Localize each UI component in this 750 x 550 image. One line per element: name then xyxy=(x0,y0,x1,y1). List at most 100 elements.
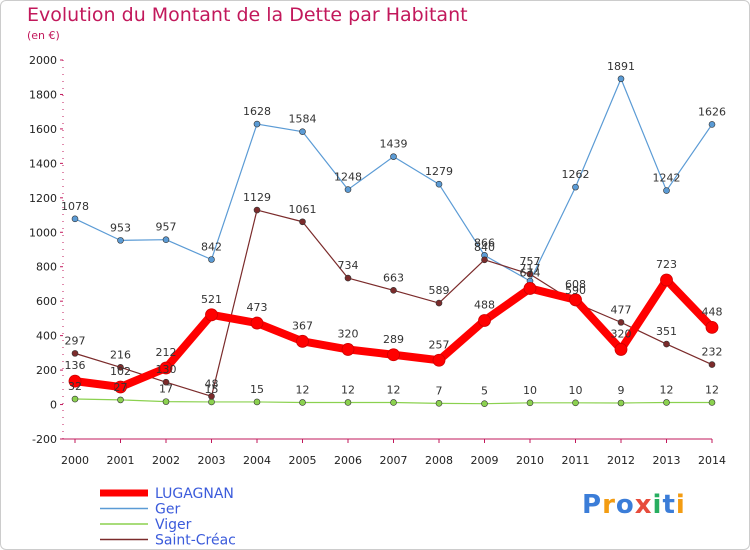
data-point xyxy=(208,392,215,400)
data-point xyxy=(208,398,215,406)
data-label: 589 xyxy=(429,284,450,297)
data-label: 1242 xyxy=(653,172,681,185)
y-tick-label: 1000 xyxy=(29,226,57,239)
data-label: 1628 xyxy=(243,105,271,118)
data-label: 473 xyxy=(247,301,268,314)
data-point xyxy=(526,270,534,278)
data-label: 723 xyxy=(656,258,677,271)
data-label: 10 xyxy=(569,384,583,397)
legend-label: Viger xyxy=(155,517,192,533)
y-tick-label: 2000 xyxy=(29,54,57,67)
chart-title: Evolution du Montant de la Dette par Hab… xyxy=(27,4,468,26)
data-point xyxy=(253,120,261,128)
data-point xyxy=(250,316,264,330)
data-point xyxy=(435,299,443,307)
data-label: 1129 xyxy=(243,191,271,204)
series-line-ger xyxy=(74,78,713,282)
data-point xyxy=(390,399,397,406)
data-point xyxy=(481,256,488,264)
x-tick-label: 2004 xyxy=(243,454,271,467)
x-tick-label: 2005 xyxy=(289,454,317,467)
data-label: 717 xyxy=(520,262,541,275)
x-tick-label: 2002 xyxy=(152,454,180,467)
data-point xyxy=(663,399,670,406)
data-point xyxy=(71,395,79,403)
data-label: 136 xyxy=(65,359,86,372)
data-label: 1439 xyxy=(380,138,408,151)
y-tick-label: -200 xyxy=(32,433,57,446)
data-point xyxy=(523,282,537,295)
x-tick-label: 2014 xyxy=(698,454,726,467)
data-point xyxy=(344,399,352,406)
data-point xyxy=(159,361,173,375)
data-point xyxy=(117,237,124,244)
data-label: 32 xyxy=(68,380,82,393)
x-tick-label: 2007 xyxy=(380,454,408,467)
data-point xyxy=(205,308,218,322)
x-tick-label: 2000 xyxy=(61,454,89,467)
data-label: 842 xyxy=(201,240,222,253)
data-point xyxy=(432,353,446,367)
data-point xyxy=(614,343,628,356)
data-label: 5 xyxy=(481,385,488,398)
data-label: 953 xyxy=(110,221,131,234)
data-point xyxy=(299,128,306,135)
data-label: 448 xyxy=(702,305,723,318)
data-point xyxy=(663,187,670,194)
logo-letter: r xyxy=(602,490,616,520)
data-point xyxy=(341,343,355,356)
data-point xyxy=(299,218,306,226)
legend-label: Ger xyxy=(155,502,180,518)
logo-letter: t xyxy=(662,490,676,520)
data-label: 674 xyxy=(520,266,541,279)
data-label: 840 xyxy=(474,241,495,254)
data-point xyxy=(390,153,397,160)
data-point xyxy=(253,398,261,406)
data-label: 663 xyxy=(383,271,404,284)
data-label: 48 xyxy=(205,377,219,390)
data-label: 367 xyxy=(292,319,313,332)
y-tick-label: 600 xyxy=(36,295,57,308)
data-point xyxy=(617,399,625,407)
x-tick-label: 2011 xyxy=(562,454,590,467)
y-tick-label: 200 xyxy=(36,364,57,377)
data-label: 12 xyxy=(296,383,310,396)
data-point xyxy=(481,400,488,407)
data-label: 212 xyxy=(156,346,177,359)
data-label: 1262 xyxy=(562,168,590,181)
data-label: 297 xyxy=(65,334,86,347)
data-label: 488 xyxy=(474,298,495,311)
axes: -200 0 200 400 600 800 1000 1200 1400 1600 1800 200… xyxy=(29,54,726,467)
data-label: 10 xyxy=(523,384,537,397)
logo-letter: i xyxy=(675,490,686,520)
logo-letter: i xyxy=(652,490,663,520)
x-tick-label: 2008 xyxy=(425,454,453,467)
x-tick-label: 2012 xyxy=(607,454,635,467)
data-point xyxy=(708,121,716,128)
data-point xyxy=(478,314,491,327)
data-label: 17 xyxy=(159,383,173,396)
data-point xyxy=(296,334,309,348)
data-point xyxy=(435,400,443,407)
y-tick-label: 1600 xyxy=(29,123,57,136)
data-point xyxy=(299,399,306,406)
data-point xyxy=(572,399,579,407)
data-point xyxy=(435,180,443,188)
data-point xyxy=(390,287,397,294)
y-tick-label: 1800 xyxy=(29,88,57,101)
data-point xyxy=(663,340,670,348)
y-tick-label: 1200 xyxy=(29,192,57,205)
data-label: 7 xyxy=(436,384,443,397)
y-tick-label: 800 xyxy=(36,261,57,274)
data-point xyxy=(705,320,719,334)
data-point xyxy=(71,215,79,223)
data-point xyxy=(660,273,673,287)
data-point xyxy=(117,364,124,371)
data-label: 320 xyxy=(611,327,632,340)
data-label: 866 xyxy=(474,236,495,249)
data-point xyxy=(71,350,79,357)
logo-letter: o xyxy=(615,490,635,520)
